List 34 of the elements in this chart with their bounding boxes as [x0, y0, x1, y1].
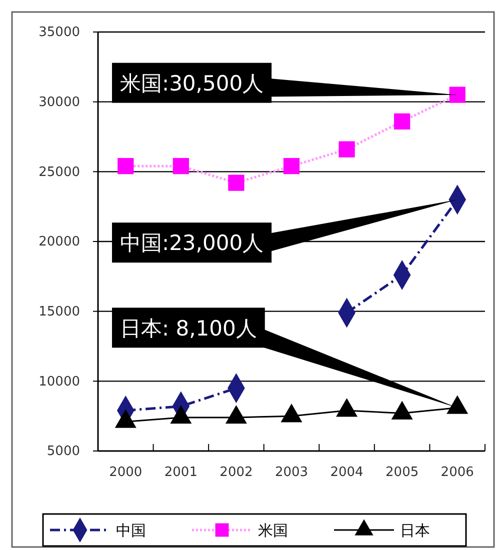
point: [391, 400, 413, 420]
legend-label: 中国: [116, 521, 146, 540]
point: [172, 158, 189, 174]
point: [283, 158, 300, 174]
x-tick-label: 2002: [220, 465, 253, 480]
x-tick-label: 2005: [386, 465, 419, 480]
point: [170, 405, 192, 424]
y-tick-label: 20000: [38, 234, 80, 250]
point: [228, 174, 244, 191]
y-tick-label: 35000: [38, 25, 80, 40]
x-tick-label: 2001: [164, 465, 198, 480]
point: [225, 405, 247, 424]
x-tick-label: 2006: [440, 465, 474, 480]
annotation: 日本: 8,100人: [120, 316, 257, 340]
x-tick-label: 2004: [330, 465, 364, 480]
point: [394, 113, 410, 130]
point: [446, 395, 468, 414]
legend-label: 米国: [258, 521, 288, 540]
annotation: 中国:23,000人: [120, 231, 264, 256]
annotation: 米国:30,500人: [120, 71, 264, 96]
point: [114, 409, 136, 428]
y-tick-label: 15000: [38, 304, 80, 320]
y-tick-label: 25000: [38, 164, 80, 180]
point: [338, 141, 355, 158]
legend-label: 日本: [400, 521, 430, 540]
x-tick-label: 2003: [274, 465, 308, 480]
y-tick-label: 5000: [46, 444, 80, 460]
y-tick-label: 30000: [38, 94, 80, 110]
point: [118, 158, 134, 174]
point: [336, 398, 358, 417]
y-tick-label: 10000: [38, 374, 80, 390]
point: [280, 404, 302, 422]
x-tick-label: 2000: [109, 465, 142, 480]
point: [449, 86, 466, 103]
